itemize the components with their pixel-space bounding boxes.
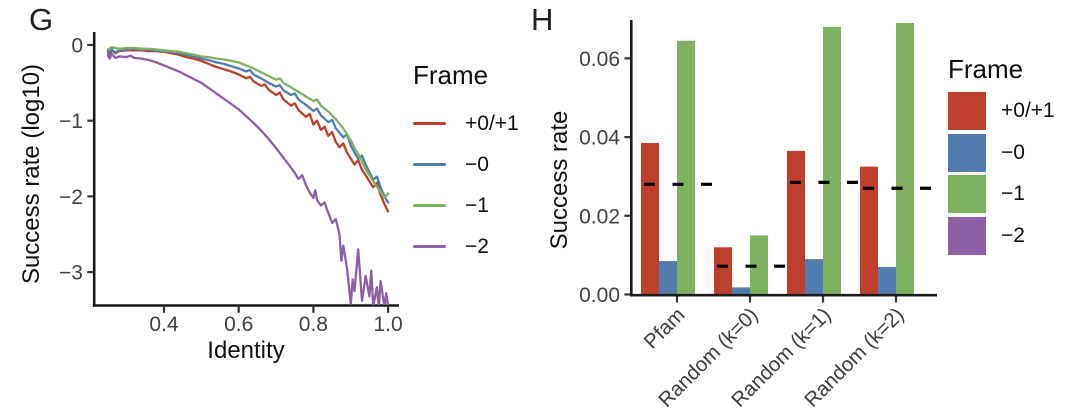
h-bar (641, 143, 659, 295)
h-bar (750, 235, 768, 295)
g-x-tick-label: 1.0 (373, 313, 402, 336)
legend-item-label: +0/+1 (465, 111, 519, 135)
h-bar (896, 22, 914, 295)
h-legend-item: +0/+1 (948, 92, 1055, 131)
g-x-tick-label: 0.8 (299, 313, 328, 336)
legend-line-swatch (413, 245, 446, 249)
legend-square-swatch (948, 175, 986, 214)
g-y-tick-label: −2 (59, 186, 83, 209)
g-frame-legend: Frame +0/+1 −0 −1 −2 (413, 60, 519, 267)
g-y-axis-title: Success rate (log10) (18, 63, 45, 285)
legend-item-label: −0 (465, 152, 489, 176)
g-legend-title: Frame (413, 60, 489, 90)
g-x-tick-label: 0.4 (149, 313, 179, 336)
g-y-tick-label: −3 (59, 262, 83, 285)
legend-square-swatch (948, 133, 986, 172)
h-y-tick-label: 0.06 (579, 48, 620, 71)
h-legend-item: −2 (948, 216, 1055, 255)
g-x-tick-label: 0.6 (224, 313, 253, 336)
g-legend-item: −1 (413, 185, 519, 226)
h-legend-title: Frame (948, 54, 1024, 84)
legend-square-swatch (948, 216, 986, 255)
h-bar (732, 287, 750, 295)
legend-item-label: +0/+1 (1001, 99, 1055, 123)
g-line-chart: 0 −1 −2 −3 0.4 0.6 0.8 1.0 (59, 32, 403, 336)
h-y-tick-label: 0.02 (579, 205, 620, 228)
h-y-axis-title: Success rate (546, 110, 573, 250)
legend-line-swatch (413, 163, 446, 167)
h-bar (823, 26, 841, 295)
h-bar (805, 259, 823, 295)
h-category-label: Pfam (639, 303, 689, 353)
legend-square-swatch (948, 92, 986, 131)
panel-g-label: G (29, 2, 54, 37)
legend-item-label: −0 (1001, 140, 1025, 164)
h-bar (659, 261, 677, 295)
h-frame-legend: Frame +0/+1 −0 −1 −2 (948, 54, 1055, 258)
g-line-series (106, 46, 390, 200)
g-y-tick-label: −1 (59, 110, 83, 133)
panel-h-label: H (531, 2, 554, 37)
legend-item-label: −2 (465, 234, 489, 258)
g-line-series (106, 47, 390, 204)
h-legend-item: −1 (948, 175, 1055, 214)
legend-line-swatch (413, 204, 446, 208)
g-legend-item: −0 (413, 144, 519, 185)
g-x-axis-title: Identity (207, 337, 285, 364)
h-legend-item: −0 (948, 133, 1055, 172)
legend-item-label: −2 (1001, 223, 1025, 247)
h-legend-items: +0/+1 −0 −1 −2 (948, 92, 1055, 255)
g-line-series (106, 52, 390, 305)
h-bar (860, 166, 878, 295)
h-bar (787, 150, 805, 295)
h-bar (714, 247, 732, 295)
g-legend-items: +0/+1 −0 −1 −2 (413, 103, 519, 267)
h-y-tick-label: 0.04 (579, 127, 620, 150)
g-legend-item: +0/+1 (413, 103, 519, 144)
legend-item-label: −1 (465, 193, 489, 217)
legend-line-swatch (413, 122, 446, 126)
h-bar (878, 266, 896, 295)
h-y-tick-label: 0.00 (579, 284, 620, 307)
g-legend-item: −2 (413, 226, 519, 267)
h-bar (677, 40, 695, 295)
legend-item-label: −1 (1001, 182, 1025, 206)
g-y-tick-label: 0 (71, 35, 83, 58)
